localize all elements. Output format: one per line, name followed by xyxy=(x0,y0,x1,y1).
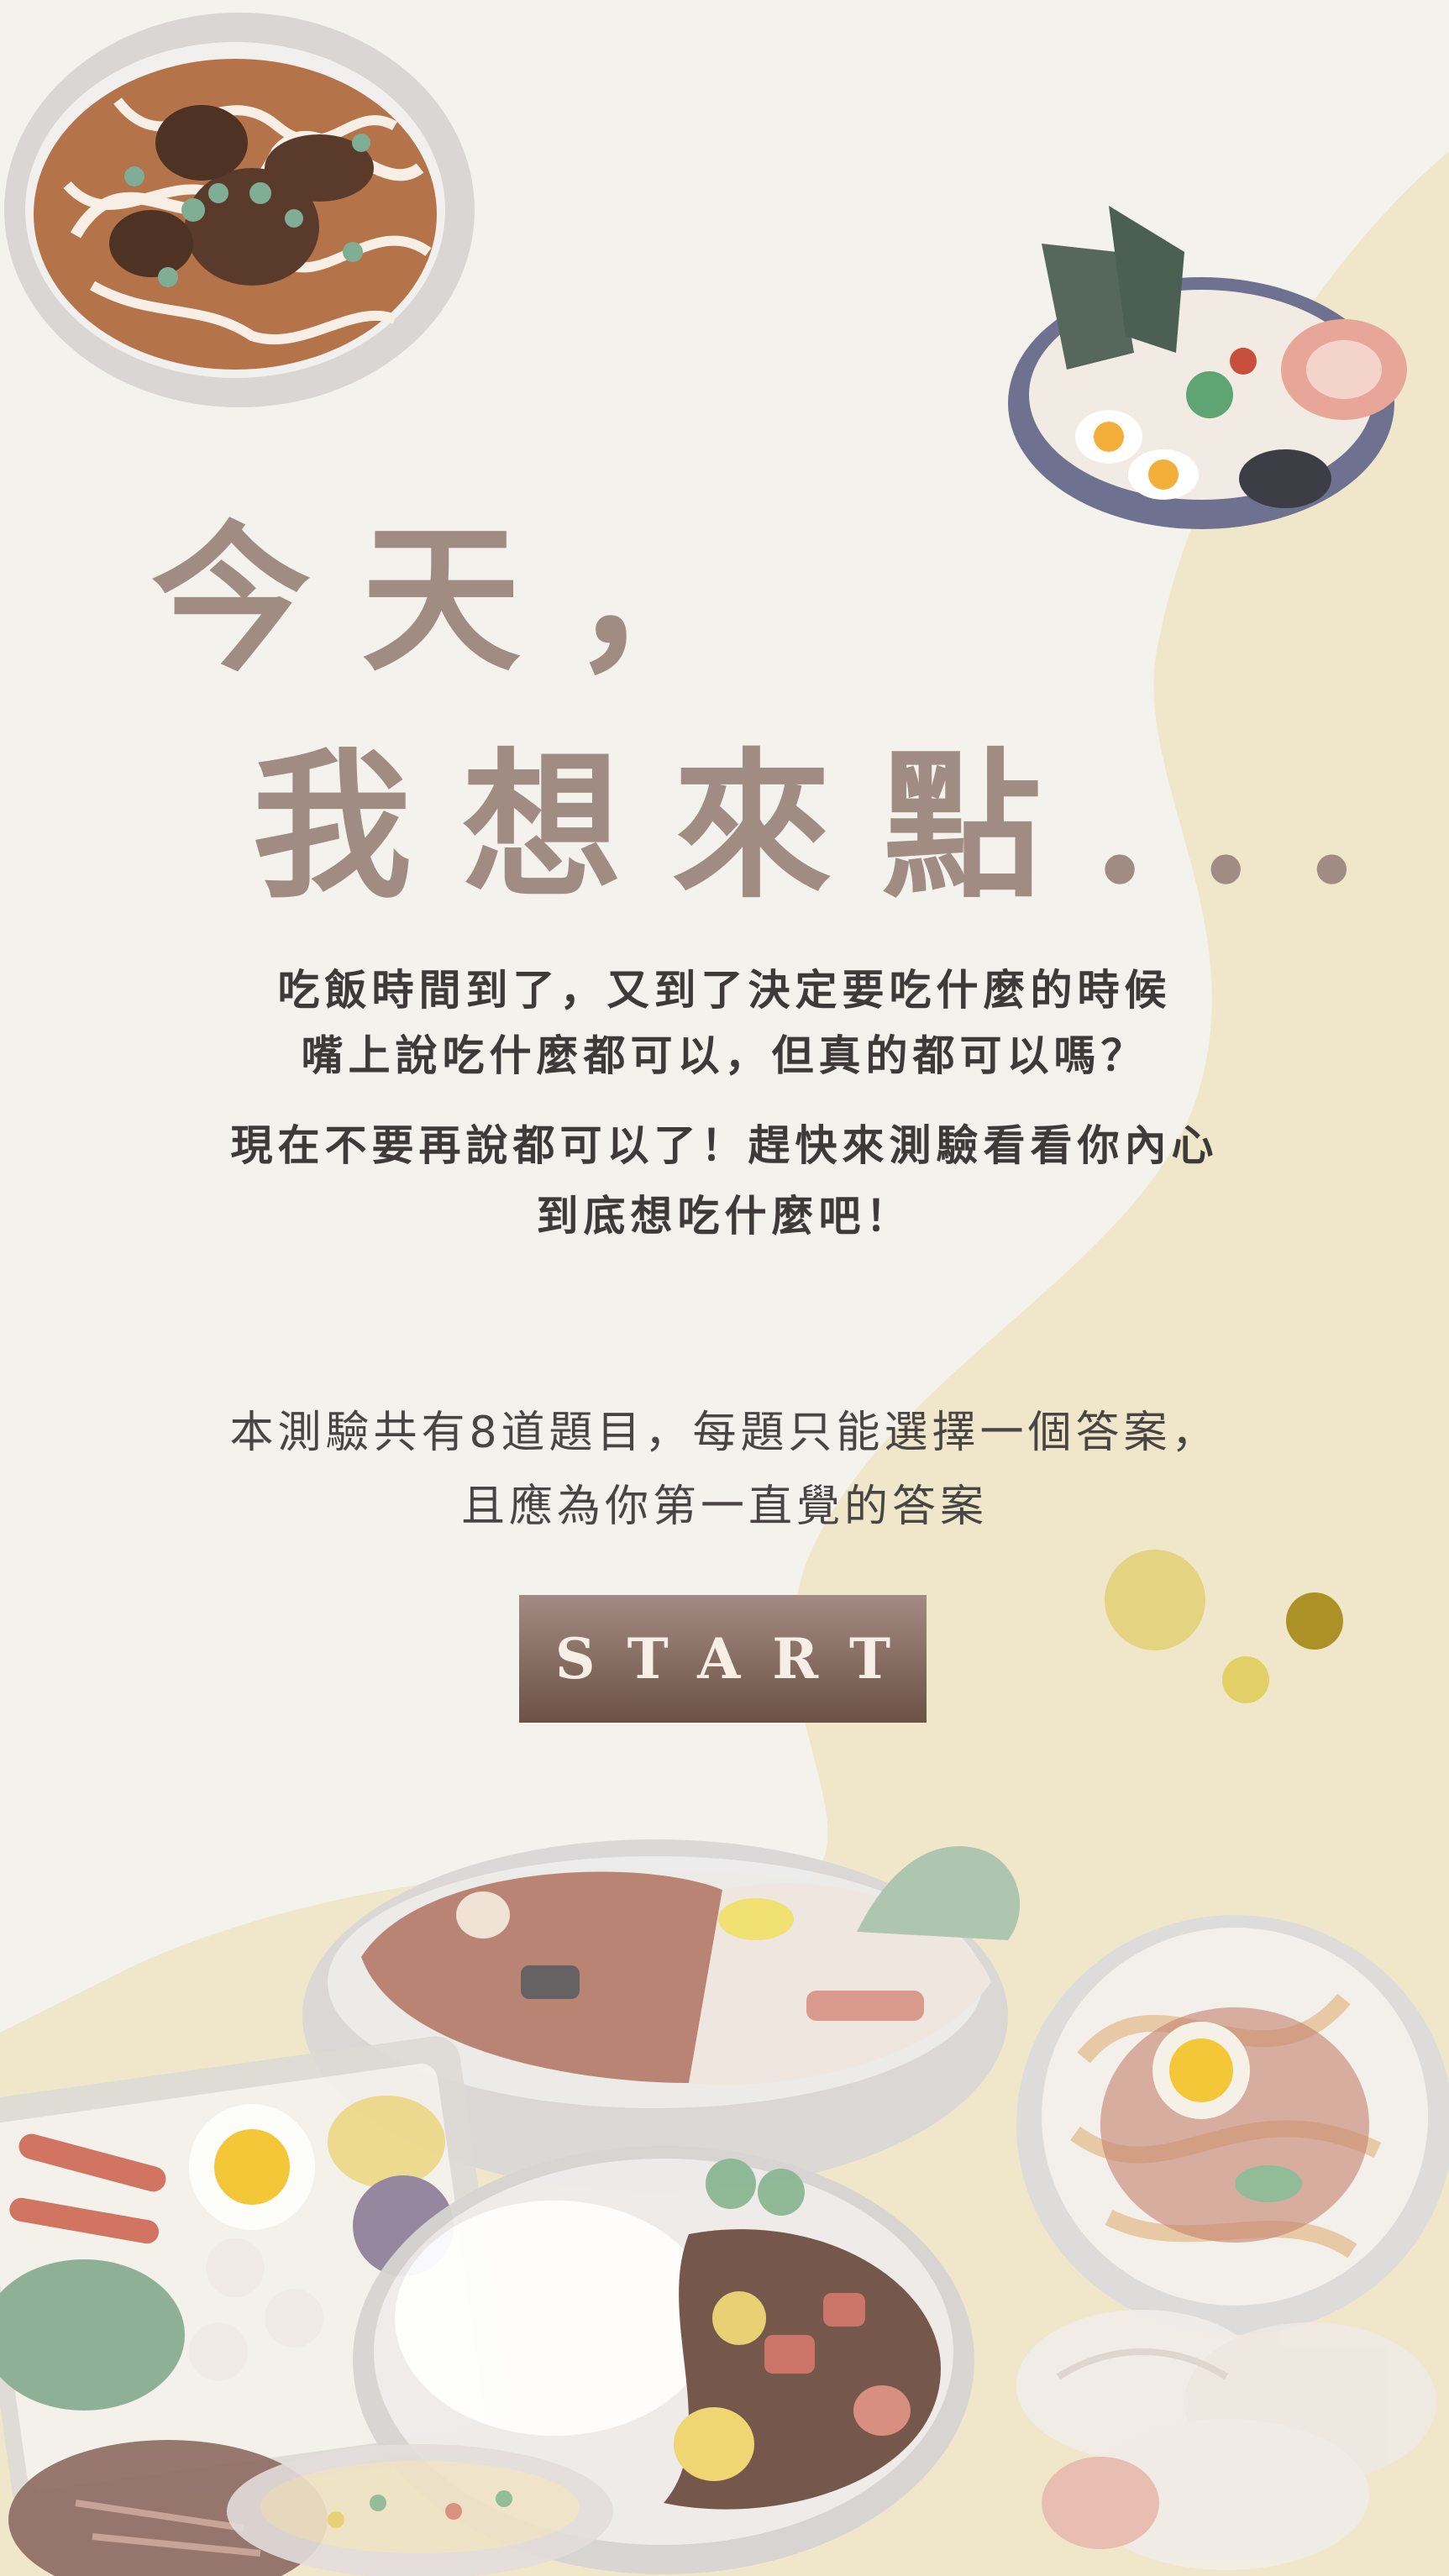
decorative-dot-icon xyxy=(1222,1656,1269,1703)
intro-paragraph-1: 吃飯時間到了，又到了決定要吃什麼的時候 嘴上說吃什麼都可以，但真的都可以嗎？ xyxy=(0,957,1449,1089)
ramen-icon xyxy=(1008,206,1407,529)
dumplings-icon xyxy=(1016,2310,1436,2570)
start-button[interactable]: START xyxy=(519,1595,927,1723)
page-title-line1: 今天， xyxy=(151,506,782,693)
quiz-info: 本測驗共有8道題目，每題只能選擇一個答案， 且應為你第一直覺的答案 xyxy=(0,1396,1449,1544)
page-title-line2: 我想來點... xyxy=(252,732,1410,920)
intro-line: 吃飯時間到了，又到了決定要吃什麼的時候 xyxy=(277,966,1172,1015)
intro-line: 現在不要再說都可以了！趕快來測驗看看你內心 xyxy=(230,1121,1219,1170)
spaghetti-icon xyxy=(1016,1915,1449,2335)
steak-icon xyxy=(8,2440,328,2576)
intro-line: 到底想吃什麼吧！ xyxy=(536,1192,913,1241)
fried-rice-icon xyxy=(227,2444,613,2576)
decorative-dot-icon xyxy=(1286,1592,1343,1650)
intro-line: 嘴上說吃什麼都可以，但真的都可以嗎？ xyxy=(301,1031,1148,1080)
intro-paragraph-2: 現在不要再說都可以了！趕快來測驗看看你內心 到底想吃什麼吧！ xyxy=(0,1110,1449,1251)
quiz-info-line: 且應為你第一直覺的答案 xyxy=(460,1482,988,1532)
decorative-dot-icon xyxy=(1105,1550,1205,1650)
beef-noodle-soup-icon xyxy=(4,13,475,407)
hot-pot-icon xyxy=(302,1839,1021,2192)
quiz-info-line: 本測驗共有8道題目，每題只能選擇一個答案， xyxy=(229,1408,1220,1458)
